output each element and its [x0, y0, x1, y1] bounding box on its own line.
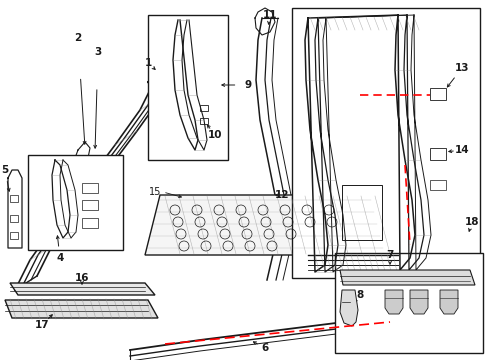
Bar	[148, 15, 227, 160]
Polygon shape	[409, 290, 427, 314]
Text: 15: 15	[148, 187, 161, 197]
Polygon shape	[148, 68, 168, 88]
Polygon shape	[5, 300, 158, 318]
Polygon shape	[145, 195, 384, 255]
Text: 18: 18	[464, 217, 478, 227]
Bar	[10, 195, 18, 202]
Bar	[82, 218, 98, 228]
Text: 10: 10	[207, 130, 222, 140]
Bar	[28, 155, 123, 250]
Text: 1: 1	[144, 58, 151, 68]
Polygon shape	[339, 270, 474, 285]
Polygon shape	[384, 290, 402, 314]
Text: 7: 7	[386, 250, 393, 260]
Text: 3: 3	[94, 47, 102, 57]
Text: 12: 12	[274, 190, 289, 200]
Bar	[429, 148, 445, 160]
Text: 2: 2	[74, 33, 81, 43]
Polygon shape	[339, 290, 357, 326]
Bar	[200, 105, 207, 111]
Polygon shape	[10, 283, 155, 295]
Text: 5: 5	[1, 165, 9, 175]
Text: 4: 4	[56, 253, 63, 263]
Polygon shape	[439, 290, 457, 314]
Bar	[291, 8, 479, 278]
Text: 9: 9	[244, 80, 251, 90]
Text: 16: 16	[75, 273, 89, 283]
Bar	[82, 200, 98, 210]
Bar	[10, 215, 18, 222]
Bar	[429, 180, 445, 190]
Text: 11: 11	[262, 10, 277, 20]
Bar	[10, 232, 18, 239]
Bar	[200, 118, 207, 124]
Text: 17: 17	[35, 320, 49, 330]
Bar	[341, 185, 381, 240]
Bar	[429, 88, 445, 100]
Bar	[82, 183, 98, 193]
Text: 8: 8	[356, 290, 363, 300]
Text: 13: 13	[454, 63, 468, 73]
Text: 6: 6	[261, 343, 268, 353]
Bar	[334, 253, 482, 353]
Text: 14: 14	[454, 145, 468, 155]
